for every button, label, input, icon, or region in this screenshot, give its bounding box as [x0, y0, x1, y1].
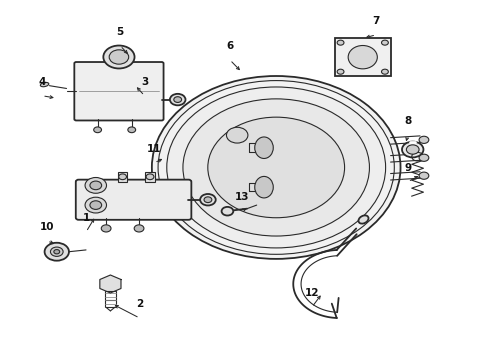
Ellipse shape	[207, 117, 344, 218]
Circle shape	[85, 197, 106, 213]
Circle shape	[200, 194, 215, 206]
FancyBboxPatch shape	[76, 180, 191, 220]
Circle shape	[418, 136, 428, 143]
Circle shape	[146, 174, 154, 180]
Circle shape	[169, 94, 185, 105]
Ellipse shape	[152, 76, 400, 259]
Circle shape	[203, 197, 211, 203]
Circle shape	[54, 249, 60, 254]
Ellipse shape	[166, 87, 385, 248]
Text: 4: 4	[39, 77, 46, 87]
Circle shape	[119, 174, 126, 180]
Circle shape	[101, 225, 111, 232]
Text: 7: 7	[372, 16, 379, 26]
Ellipse shape	[41, 82, 49, 87]
FancyBboxPatch shape	[334, 39, 390, 76]
Circle shape	[381, 69, 387, 74]
Text: 3: 3	[141, 77, 148, 87]
Circle shape	[90, 201, 102, 210]
Ellipse shape	[347, 45, 377, 69]
Text: 13: 13	[234, 192, 249, 202]
Text: 1: 1	[82, 213, 89, 223]
Circle shape	[50, 247, 63, 256]
Circle shape	[127, 127, 135, 133]
FancyBboxPatch shape	[74, 62, 163, 121]
Circle shape	[406, 145, 418, 154]
Text: 6: 6	[226, 41, 233, 51]
Ellipse shape	[358, 215, 368, 224]
Text: 10: 10	[40, 222, 54, 232]
Circle shape	[103, 45, 134, 68]
Text: 2: 2	[136, 299, 143, 309]
Circle shape	[44, 243, 69, 261]
Text: 12: 12	[304, 288, 318, 298]
Ellipse shape	[254, 137, 273, 158]
FancyBboxPatch shape	[145, 172, 155, 182]
Circle shape	[221, 207, 233, 216]
Circle shape	[336, 69, 343, 74]
Ellipse shape	[183, 99, 369, 236]
Circle shape	[173, 97, 181, 103]
Circle shape	[134, 225, 143, 232]
Circle shape	[94, 127, 102, 133]
Circle shape	[401, 141, 423, 157]
Circle shape	[109, 50, 128, 64]
Text: 9: 9	[404, 163, 410, 173]
Circle shape	[336, 40, 343, 45]
Circle shape	[418, 154, 428, 161]
Text: 8: 8	[404, 116, 410, 126]
Text: 5: 5	[116, 27, 123, 37]
Circle shape	[381, 40, 387, 45]
Text: 11: 11	[147, 144, 161, 154]
Circle shape	[90, 181, 102, 190]
Circle shape	[226, 127, 247, 143]
Ellipse shape	[254, 176, 273, 198]
Circle shape	[85, 177, 106, 193]
Circle shape	[418, 172, 428, 179]
Polygon shape	[100, 275, 121, 293]
FancyBboxPatch shape	[118, 172, 127, 182]
